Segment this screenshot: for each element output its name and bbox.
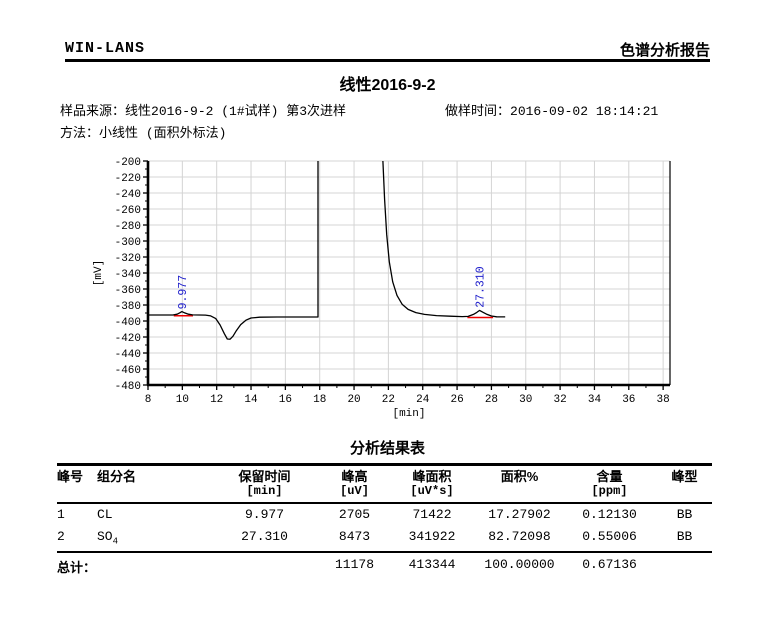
results-table-header-row: 峰号 组分名 保留时间 [min] 峰高 [uV] 峰面积 [uV*s] 面积% 含量… bbox=[57, 466, 712, 504]
table-row: 2 SO4 27.310 8473 341922 82.72098 0.5500… bbox=[57, 526, 712, 553]
svg-text:-300: -300 bbox=[115, 237, 141, 249]
svg-text:-380: -380 bbox=[115, 301, 141, 313]
cell-content: 0.12130 bbox=[582, 506, 637, 522]
total-content: 0.67136 bbox=[582, 556, 637, 572]
svg-text:10: 10 bbox=[176, 394, 189, 406]
col-header-height: 峰高 [uV] bbox=[340, 469, 369, 498]
svg-text:-320: -320 bbox=[115, 253, 141, 265]
app-brand: WIN-LANS bbox=[65, 40, 146, 57]
cell-area-pct: 17.27902 bbox=[488, 506, 551, 522]
cell-peak-no: 2 bbox=[57, 529, 65, 545]
svg-text:16: 16 bbox=[279, 394, 292, 406]
sample-time-value: 2016-09-02 18:14:21 bbox=[510, 104, 659, 119]
col-header-content: 含量 [ppm] bbox=[591, 469, 628, 498]
header-rule bbox=[65, 59, 710, 62]
method-label: 方法： bbox=[60, 125, 100, 140]
cell-retention: 9.977 bbox=[244, 506, 284, 522]
svg-text:14: 14 bbox=[244, 394, 258, 406]
svg-text:28: 28 bbox=[485, 394, 498, 406]
svg-text:-400: -400 bbox=[115, 317, 141, 329]
cell-height: 2705 bbox=[338, 506, 371, 522]
total-label: 总计： bbox=[57, 559, 97, 575]
cell-peak-type: BB bbox=[676, 529, 693, 545]
chromatogram-plot: 8 10 12 14 16 18 20 22 24 26 28 30 32 34 36 38 -480 -460 -… bbox=[85, 148, 695, 420]
results-table-title: 分析结果表 bbox=[349, 440, 425, 457]
svg-text:20: 20 bbox=[347, 394, 360, 406]
svg-text:-340: -340 bbox=[115, 269, 141, 281]
svg-text:9.977: 9.977 bbox=[177, 275, 190, 310]
col-header-component: 组分名 bbox=[97, 469, 137, 484]
svg-text:-200: -200 bbox=[115, 157, 141, 169]
col-header-retention: 保留时间 [min] bbox=[238, 469, 291, 498]
svg-text:-440: -440 bbox=[115, 349, 141, 361]
method-line: 方法：小线性 (面积外标法) bbox=[60, 122, 226, 141]
sample-source-line: 样品来源：线性2016-9-2 (1#试样) 第3次进样 bbox=[60, 100, 346, 119]
svg-text:[min]: [min] bbox=[392, 408, 425, 420]
cell-component: SO4 bbox=[97, 529, 119, 547]
sample-source-value: 线性2016-9-2 (1#试样) 第3次进样 bbox=[125, 104, 347, 119]
svg-text:22: 22 bbox=[382, 394, 395, 406]
sample-source-label: 样品来源： bbox=[60, 103, 126, 118]
svg-text:36: 36 bbox=[622, 394, 635, 406]
svg-text:27.310: 27.310 bbox=[475, 266, 488, 308]
report-type-title: 色谱分析报告 bbox=[619, 42, 710, 59]
svg-text:-240: -240 bbox=[115, 189, 141, 201]
svg-text:[mV]: [mV] bbox=[93, 260, 105, 286]
total-area: 413344 bbox=[408, 556, 456, 572]
svg-text:-280: -280 bbox=[115, 221, 141, 233]
svg-text:26: 26 bbox=[450, 394, 463, 406]
total-area-pct: 100.00000 bbox=[484, 556, 555, 572]
sample-title: 线性2016-9-2 bbox=[339, 77, 436, 94]
svg-text:30: 30 bbox=[519, 394, 532, 406]
svg-text:-220: -220 bbox=[115, 173, 141, 185]
col-header-area-pct: 面积% bbox=[500, 469, 539, 484]
svg-text:32: 32 bbox=[554, 394, 567, 406]
cell-content: 0.55006 bbox=[582, 529, 637, 545]
cell-height: 8473 bbox=[338, 529, 371, 545]
results-table: 峰号 组分名 保留时间 [min] 峰高 [uV] 峰面积 [uV*s] 面积% 含量… bbox=[57, 463, 712, 579]
svg-text:8: 8 bbox=[145, 394, 152, 406]
cell-retention: 27.310 bbox=[241, 529, 288, 545]
svg-text:34: 34 bbox=[588, 394, 602, 406]
svg-text:18: 18 bbox=[313, 394, 326, 406]
svg-text:-360: -360 bbox=[115, 285, 141, 297]
cell-peak-type: BB bbox=[676, 506, 693, 522]
cell-area: 341922 bbox=[408, 529, 456, 545]
cell-area-pct: 82.72098 bbox=[488, 529, 551, 545]
svg-text:-260: -260 bbox=[115, 205, 141, 217]
svg-text:-460: -460 bbox=[115, 365, 141, 377]
sample-time-line: 做样时间：2016-09-02 18:14:21 bbox=[445, 100, 658, 119]
table-row: 1 CL 9.977 2705 71422 17.27902 0.12130 B… bbox=[57, 504, 712, 527]
chromatogram-svg: 8 10 12 14 16 18 20 22 24 26 28 30 32 34 36 38 -480 -460 -… bbox=[93, 157, 671, 420]
svg-text:-420: -420 bbox=[115, 333, 141, 345]
svg-text:-480: -480 bbox=[115, 381, 141, 393]
sample-time-label: 做样时间： bbox=[445, 103, 511, 118]
svg-text:38: 38 bbox=[657, 394, 670, 406]
table-total-row: 总计： 11178 413344 100.00000 0.67136 bbox=[57, 553, 712, 579]
col-header-peak-type: 峰型 bbox=[671, 469, 698, 484]
cell-area: 71422 bbox=[412, 506, 452, 522]
col-header-area: 峰面积 [uV*s] bbox=[410, 469, 454, 498]
cell-peak-no: 1 bbox=[57, 506, 65, 522]
col-header-peak-no: 峰号 bbox=[57, 469, 84, 484]
svg-text:12: 12 bbox=[210, 394, 223, 406]
cell-component: CL bbox=[97, 506, 113, 522]
method-value: 小线性 (面积外标法) bbox=[99, 126, 227, 141]
total-height: 11178 bbox=[334, 556, 374, 572]
svg-text:24: 24 bbox=[416, 394, 430, 406]
